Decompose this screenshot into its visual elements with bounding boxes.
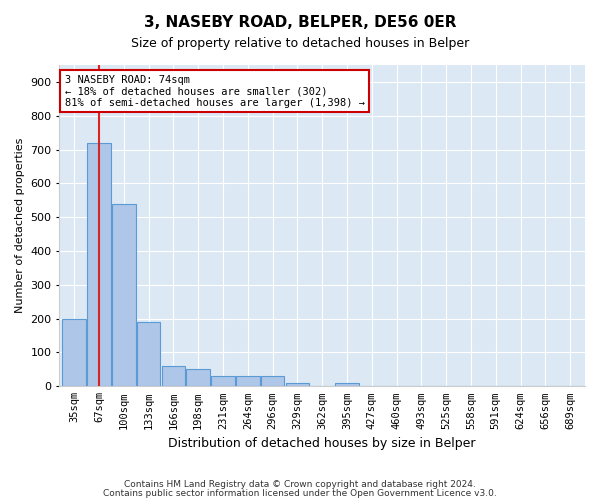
Bar bbox=[335, 383, 359, 386]
Bar bbox=[137, 322, 160, 386]
Bar bbox=[211, 376, 235, 386]
Text: Contains public sector information licensed under the Open Government Licence v3: Contains public sector information licen… bbox=[103, 488, 497, 498]
Text: Contains HM Land Registry data © Crown copyright and database right 2024.: Contains HM Land Registry data © Crown c… bbox=[124, 480, 476, 489]
Bar bbox=[286, 383, 309, 386]
Y-axis label: Number of detached properties: Number of detached properties bbox=[15, 138, 25, 314]
Bar bbox=[112, 204, 136, 386]
Text: 3 NASEBY ROAD: 74sqm
← 18% of detached houses are smaller (302)
81% of semi-deta: 3 NASEBY ROAD: 74sqm ← 18% of detached h… bbox=[65, 74, 365, 108]
X-axis label: Distribution of detached houses by size in Belper: Distribution of detached houses by size … bbox=[169, 437, 476, 450]
Bar bbox=[261, 376, 284, 386]
Bar bbox=[236, 376, 260, 386]
Bar bbox=[187, 370, 210, 386]
Bar bbox=[62, 318, 86, 386]
Text: 3, NASEBY ROAD, BELPER, DE56 0ER: 3, NASEBY ROAD, BELPER, DE56 0ER bbox=[144, 15, 456, 30]
Bar bbox=[161, 366, 185, 386]
Bar bbox=[87, 143, 111, 386]
Text: Size of property relative to detached houses in Belper: Size of property relative to detached ho… bbox=[131, 38, 469, 51]
